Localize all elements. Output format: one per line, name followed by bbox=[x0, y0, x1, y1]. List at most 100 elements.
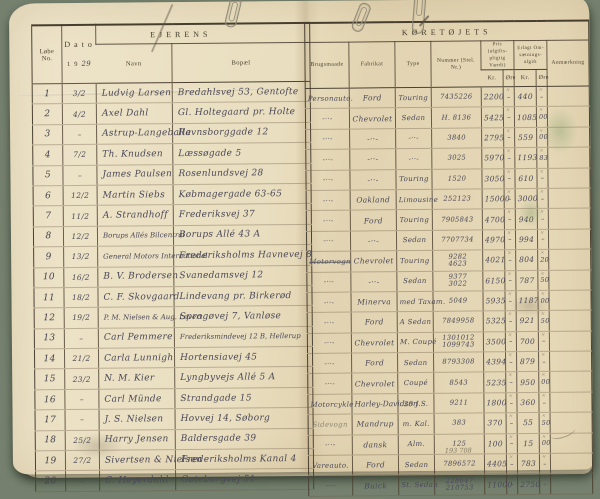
price-ore: ×– bbox=[506, 412, 518, 434]
vehicle-number: 3840 bbox=[431, 127, 482, 149]
tax-ore: ×00 bbox=[539, 432, 551, 454]
owner-row: 2 4/2 Axel Dahl Gl. Holtegaard pr. Holte bbox=[32, 101, 311, 125]
entry-number-value: 16 bbox=[43, 394, 56, 405]
vehicle-type: Sedan bbox=[395, 107, 432, 129]
owner-address-value: Frederiksmindevej 12 B, Hellerup bbox=[179, 332, 301, 342]
tax-kr-value: 921 bbox=[519, 316, 535, 326]
vehicle-type-value: Sedan bbox=[402, 236, 427, 245]
vehicle-row: Motorcykle Harley-Davidson 28 J.S. 9211 1800… bbox=[307, 391, 593, 415]
owner-row: 4 7/2 Th. Knudsen Læssøgade 5 bbox=[32, 142, 311, 166]
owner-name-value: J. S. Nielsen bbox=[104, 414, 164, 425]
price-ore: ×– bbox=[503, 86, 515, 108]
vehicle-number: 1520 bbox=[431, 168, 483, 190]
col-header-brugsart: Brugsmaade bbox=[304, 42, 350, 89]
price-ore: ×– bbox=[503, 168, 516, 189]
vehicle-number-value: 7707734 bbox=[441, 235, 474, 244]
owner-address-value: Frederiksholms Kanal 4 bbox=[180, 453, 297, 465]
price-kr-value: 5235 bbox=[486, 377, 507, 388]
entry-number: 17 bbox=[35, 409, 66, 431]
vehicle-make: Chevrolet bbox=[351, 332, 398, 354]
vehicle-use-value: -··- bbox=[325, 481, 336, 490]
vehicle-use: -··- bbox=[307, 312, 352, 334]
entry-date: 4/2 bbox=[62, 103, 97, 125]
vehicle-type: Sedan bbox=[396, 230, 433, 251]
vehicle-number: 7435226 bbox=[431, 86, 482, 108]
entry-number: 12 bbox=[34, 307, 65, 329]
vehicle-row: -··- Ford Sedan 8793308 4394 × –879 × – bbox=[307, 351, 592, 374]
tax-ore-value: 00 bbox=[541, 377, 551, 387]
entry-date: 12/2 bbox=[63, 226, 98, 247]
price-ore: ×– bbox=[505, 331, 517, 352]
remark bbox=[550, 452, 593, 474]
vehicle-type: Coupé bbox=[397, 372, 434, 394]
entry-date: 11/2 bbox=[63, 205, 98, 227]
owner-address: Frederiksvej 37 bbox=[173, 203, 312, 226]
vehicle-number: 7896572 bbox=[434, 453, 485, 475]
vehicle-row: Motorvogn Chevrolet Touring 9282 4623 4021 × –… bbox=[306, 249, 591, 272]
price-kr: 3050 bbox=[481, 168, 505, 189]
vehicle-make-value: Minerva bbox=[357, 297, 391, 307]
vehicle-type: Touring bbox=[395, 168, 433, 190]
remark bbox=[548, 228, 591, 250]
col-header-navn: Navn bbox=[95, 43, 173, 84]
remark bbox=[548, 208, 591, 230]
price-ore: ×– bbox=[506, 474, 518, 495]
vehicle-make: Ford bbox=[351, 352, 398, 374]
owner-name: Martin Siebs bbox=[97, 184, 174, 206]
tax-kr: 55 bbox=[517, 412, 540, 434]
owner-name: J. S. Nielsen bbox=[99, 408, 176, 430]
entry-date: – bbox=[65, 470, 100, 492]
owner-row: 15 23/2 N. M. Kier Lyngbyvejs Allé 5 A bbox=[34, 366, 313, 390]
vehicle-use: Sidevogn bbox=[308, 414, 353, 436]
vehicle-number: 8543 bbox=[433, 372, 484, 394]
owner-name-value: Axel Dahl bbox=[101, 108, 149, 119]
entry-date: – bbox=[62, 164, 98, 186]
price-kr-value: 5970 bbox=[484, 153, 505, 163]
right-page-title: KØRETØJETS bbox=[304, 20, 589, 43]
entry-number: 10 bbox=[33, 267, 64, 288]
owner-address-value: Frederiksvej 37 bbox=[178, 209, 256, 221]
vehicle-number-value: 7849958 bbox=[442, 316, 475, 326]
vehicle-use-value: -··- bbox=[323, 237, 334, 246]
remark bbox=[549, 371, 592, 393]
vehicle-row: -··- Chevrolet M. Coupé 1301012 1099743 3500… bbox=[307, 330, 592, 354]
tax-ore-value: 00 bbox=[541, 439, 551, 448]
owner-address-value: Købmagergade 63-65 bbox=[178, 188, 283, 200]
entry-date-value: 3/2 bbox=[72, 89, 86, 99]
vehicle-type-value: Limousine bbox=[398, 195, 439, 204]
vehicle-number: 3025 bbox=[431, 148, 482, 169]
price-ore-value: – bbox=[510, 480, 514, 489]
vehicle-make-value: Ford bbox=[364, 317, 384, 327]
year-handwritten: 29 bbox=[81, 59, 92, 68]
owner-name: Carla Lunnigh bbox=[98, 347, 175, 369]
vehicle-number: 252123 bbox=[432, 188, 483, 210]
vehicle-make-value: -··- bbox=[368, 277, 380, 287]
price-ore-value: – bbox=[507, 194, 512, 203]
vehicle-make: Ford bbox=[349, 87, 396, 109]
price-ore: ×– bbox=[504, 229, 516, 250]
remark bbox=[549, 391, 593, 413]
price-ore: ×– bbox=[506, 433, 518, 454]
vehicle-type: Touring bbox=[396, 250, 433, 272]
entry-date: 19/2 bbox=[64, 307, 99, 329]
price-kr-value: 4394 bbox=[486, 357, 507, 367]
remark bbox=[548, 289, 592, 311]
tax-kr-value: 994 bbox=[518, 234, 535, 245]
vehicle-make: -··- bbox=[350, 271, 397, 292]
price-ore-value: – bbox=[510, 459, 514, 468]
tax-kr: 360 bbox=[516, 392, 540, 413]
owner-address-value: Lindevang pr. Birkerød bbox=[179, 290, 292, 302]
vehicle-number-value: 3840 bbox=[447, 133, 466, 142]
owner-address-value: Læssøgade 5 bbox=[178, 148, 242, 159]
entry-number-value: 2 bbox=[44, 109, 51, 120]
price-ore-value: – bbox=[509, 419, 514, 428]
vehicle-row: -··- Buick St. Sedan 228647 210753 11000 × –27… bbox=[308, 473, 593, 497]
owner-name: Axel Dahl bbox=[96, 103, 173, 125]
vehicle-use-value: -··- bbox=[323, 298, 335, 307]
right-header-band: KØRETØJETS bbox=[304, 20, 589, 43]
col-header-nummer: Nummer (Stel. Nr.) bbox=[430, 40, 482, 88]
col-header-anmaerkning: Anmærkning bbox=[546, 39, 590, 87]
owner-address: Gøteborgvej 51 bbox=[175, 468, 314, 491]
tax-ore-value: – bbox=[542, 337, 546, 346]
entry-date: 16/2 bbox=[63, 266, 98, 288]
